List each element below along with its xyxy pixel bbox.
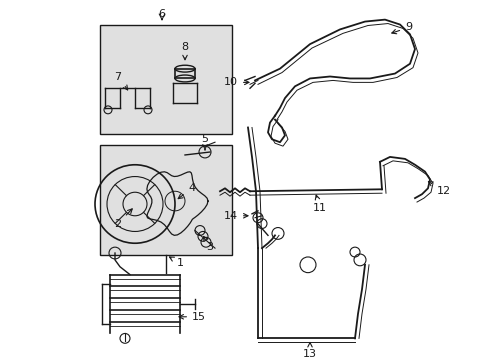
Text: 2: 2 bbox=[114, 209, 132, 229]
Text: 15: 15 bbox=[179, 312, 205, 322]
Text: 14: 14 bbox=[224, 211, 247, 221]
Text: 5: 5 bbox=[201, 134, 208, 150]
Text: 10: 10 bbox=[224, 77, 248, 87]
Text: 1: 1 bbox=[169, 257, 183, 268]
Bar bbox=[100, 24, 231, 134]
Text: 11: 11 bbox=[312, 195, 326, 213]
Text: 13: 13 bbox=[303, 343, 316, 359]
Text: 8: 8 bbox=[181, 42, 188, 60]
Text: 3: 3 bbox=[203, 237, 213, 252]
Text: 6: 6 bbox=[158, 9, 165, 19]
Text: 9: 9 bbox=[391, 22, 411, 34]
Text: 7: 7 bbox=[114, 72, 127, 90]
Text: 12: 12 bbox=[427, 181, 450, 196]
Text: 4: 4 bbox=[178, 183, 195, 199]
Bar bbox=[100, 145, 231, 255]
